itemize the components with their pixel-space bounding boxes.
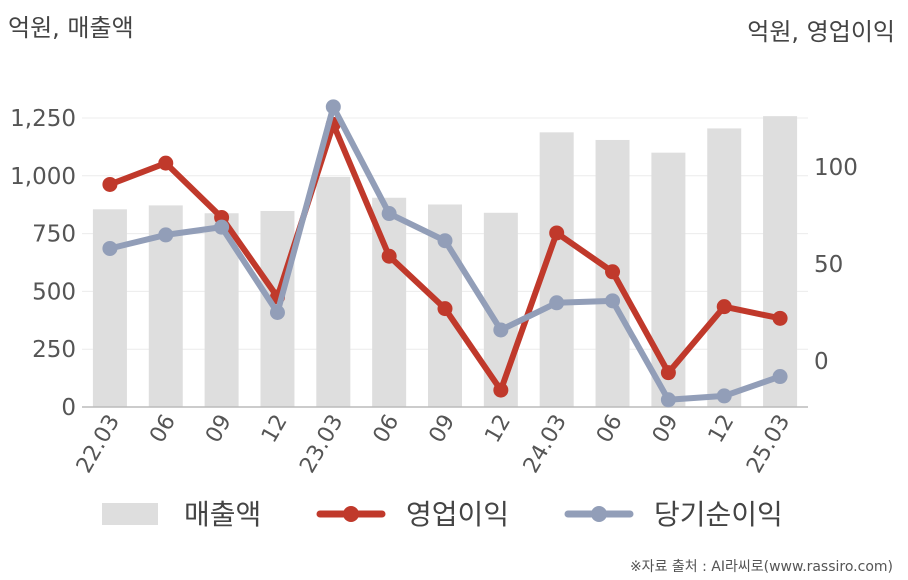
point-operating-profit	[660, 365, 676, 381]
x-tick-label: 12	[704, 411, 740, 448]
legend-label-net-income: 당기순이익	[654, 498, 783, 531]
legend-swatch-revenue	[102, 503, 158, 525]
x-tick-label: 09	[425, 411, 461, 448]
point-net-income	[214, 219, 230, 235]
left-tick-label: 250	[32, 337, 76, 363]
point-net-income	[437, 233, 453, 249]
line-series	[102, 99, 788, 408]
left-tick-label: 1,250	[10, 106, 76, 132]
legend-label-operating-profit: 영업이익	[406, 498, 509, 531]
x-tick-label: 09	[201, 411, 237, 448]
point-net-income	[493, 322, 509, 338]
left-tick-label: 0	[61, 395, 76, 421]
point-operating-profit	[549, 225, 565, 241]
source-note: ※자료 출처 : AI라씨로(www.rassiro.com)	[630, 559, 893, 575]
left-tick-label: 750	[32, 222, 76, 248]
point-net-income	[716, 388, 732, 404]
point-net-income	[772, 369, 788, 385]
left-axis-unit: 억원, 매출액	[8, 14, 134, 42]
point-net-income	[102, 240, 118, 256]
bar-revenue	[763, 116, 798, 408]
point-operating-profit	[716, 299, 732, 315]
legend-label-revenue: 매출액	[184, 498, 261, 531]
x-tick-label: 06	[592, 411, 628, 448]
point-operating-profit	[381, 248, 397, 264]
x-tick-label: 23.03	[295, 411, 348, 478]
point-net-income	[549, 295, 565, 311]
x-tick-label: 06	[145, 411, 181, 448]
x-tick-label: 12	[480, 411, 516, 448]
right-tick-label: 100	[814, 155, 858, 181]
bar-revenue	[651, 152, 686, 407]
left-tick-label: 1,000	[10, 164, 76, 190]
right-tick-label: 50	[814, 252, 843, 278]
bar-series	[92, 116, 798, 408]
x-axis-ticks: 22.03 06 09 12 23.03 06 09 12 24.03 06 09 12 25.03	[72, 411, 795, 478]
x-tick-label: 06	[369, 411, 405, 448]
bar-revenue	[707, 128, 742, 408]
point-net-income	[660, 392, 676, 408]
point-net-income	[269, 305, 285, 320]
point-operating-profit	[102, 176, 118, 192]
point-net-income	[381, 206, 397, 222]
x-tick-label: 25.03	[742, 411, 795, 478]
point-net-income	[325, 99, 341, 115]
point-operating-profit	[437, 301, 453, 317]
x-tick-label: 22.03	[72, 411, 125, 478]
x-tick-label: 24.03	[519, 411, 572, 478]
point-operating-profit	[493, 382, 509, 398]
point-net-income	[158, 227, 174, 243]
point-operating-profit	[605, 264, 621, 280]
right-axis-ticks: 0 50 100	[814, 155, 858, 375]
right-tick-label: 0	[814, 349, 829, 375]
point-net-income	[605, 293, 621, 309]
left-tick-label: 500	[32, 279, 76, 305]
point-operating-profit	[158, 155, 174, 171]
x-tick-label: 09	[648, 411, 684, 448]
x-tick-label: 12	[257, 411, 293, 448]
legend: 매출액 영업이익 당기순이익	[102, 498, 783, 531]
left-axis-ticks: 0 250 500 750 1,000 1,250	[10, 106, 76, 421]
legend-marker-operating-profit	[343, 506, 359, 522]
bar-revenue	[316, 176, 351, 407]
right-axis-unit: 억원, 영업이익	[747, 18, 895, 46]
bar-revenue	[92, 209, 127, 407]
point-operating-profit	[772, 310, 788, 326]
legend-marker-net-income	[591, 506, 607, 522]
